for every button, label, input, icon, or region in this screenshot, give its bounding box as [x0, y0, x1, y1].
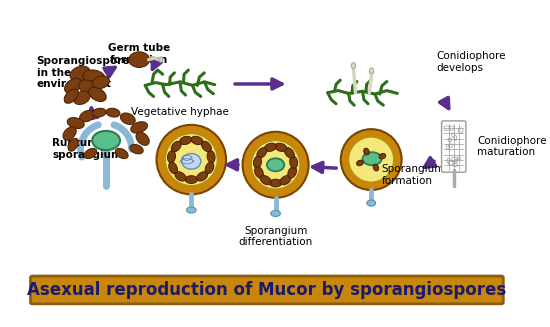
- Ellipse shape: [260, 176, 271, 185]
- Ellipse shape: [175, 172, 186, 181]
- Ellipse shape: [63, 127, 76, 140]
- FancyBboxPatch shape: [30, 276, 503, 304]
- Text: Sporangium
formation: Sporangium formation: [382, 164, 445, 186]
- Ellipse shape: [106, 108, 120, 117]
- Ellipse shape: [80, 111, 95, 122]
- Ellipse shape: [271, 211, 281, 216]
- Ellipse shape: [370, 68, 373, 74]
- Ellipse shape: [74, 91, 90, 105]
- Ellipse shape: [82, 70, 105, 84]
- Text: Conidiophore
develops: Conidiophore develops: [436, 51, 506, 73]
- Ellipse shape: [270, 179, 282, 187]
- Ellipse shape: [367, 200, 376, 206]
- Ellipse shape: [362, 152, 382, 165]
- Ellipse shape: [169, 162, 178, 174]
- Ellipse shape: [207, 151, 215, 163]
- Ellipse shape: [92, 131, 120, 150]
- Ellipse shape: [79, 80, 99, 95]
- Text: Conidiophore
maturation: Conidiophore maturation: [477, 136, 547, 157]
- Ellipse shape: [379, 153, 386, 159]
- Ellipse shape: [159, 57, 163, 62]
- Ellipse shape: [290, 156, 298, 168]
- FancyBboxPatch shape: [442, 121, 466, 172]
- Circle shape: [243, 132, 309, 198]
- Ellipse shape: [373, 164, 379, 171]
- Circle shape: [165, 133, 217, 186]
- Text: Sporangiospores
in the
environment: Sporangiospores in the environment: [37, 56, 136, 89]
- Ellipse shape: [284, 147, 294, 158]
- Ellipse shape: [129, 52, 150, 67]
- Ellipse shape: [280, 176, 291, 185]
- Ellipse shape: [92, 108, 106, 117]
- Text: Germ tube
formation: Germ tube formation: [108, 43, 170, 65]
- Ellipse shape: [116, 148, 128, 159]
- Ellipse shape: [267, 158, 284, 171]
- Ellipse shape: [67, 118, 84, 129]
- Ellipse shape: [196, 172, 208, 181]
- Ellipse shape: [185, 176, 197, 183]
- Ellipse shape: [120, 113, 135, 125]
- Ellipse shape: [254, 156, 261, 168]
- Ellipse shape: [205, 162, 214, 174]
- Ellipse shape: [351, 63, 356, 69]
- Ellipse shape: [356, 160, 364, 166]
- Ellipse shape: [191, 136, 203, 145]
- Circle shape: [341, 129, 402, 190]
- Ellipse shape: [182, 153, 201, 169]
- Ellipse shape: [180, 136, 191, 145]
- Ellipse shape: [186, 207, 196, 213]
- Ellipse shape: [84, 148, 97, 159]
- Ellipse shape: [168, 151, 175, 163]
- Ellipse shape: [89, 87, 106, 101]
- Ellipse shape: [288, 167, 296, 178]
- Text: Sporangium
differentiation: Sporangium differentiation: [239, 226, 313, 247]
- Ellipse shape: [265, 143, 277, 151]
- Ellipse shape: [257, 147, 267, 158]
- Ellipse shape: [364, 148, 369, 155]
- Ellipse shape: [201, 141, 211, 152]
- Ellipse shape: [255, 167, 263, 178]
- Ellipse shape: [275, 143, 287, 151]
- Ellipse shape: [92, 76, 109, 89]
- Ellipse shape: [68, 138, 78, 151]
- Ellipse shape: [136, 132, 149, 146]
- Text: Rupture of
sporangium: Rupture of sporangium: [52, 138, 122, 160]
- Circle shape: [157, 125, 226, 194]
- Text: Asexual reproduction of Mucor by sporangiospores: Asexual reproduction of Mucor by sporang…: [28, 281, 507, 299]
- Text: Vegetative hyphae: Vegetative hyphae: [131, 108, 229, 117]
- Circle shape: [349, 137, 394, 182]
- Ellipse shape: [70, 66, 90, 81]
- Ellipse shape: [131, 122, 147, 133]
- Ellipse shape: [64, 78, 81, 93]
- Ellipse shape: [64, 89, 79, 103]
- Ellipse shape: [171, 141, 181, 152]
- Ellipse shape: [130, 145, 143, 154]
- Circle shape: [251, 141, 300, 189]
